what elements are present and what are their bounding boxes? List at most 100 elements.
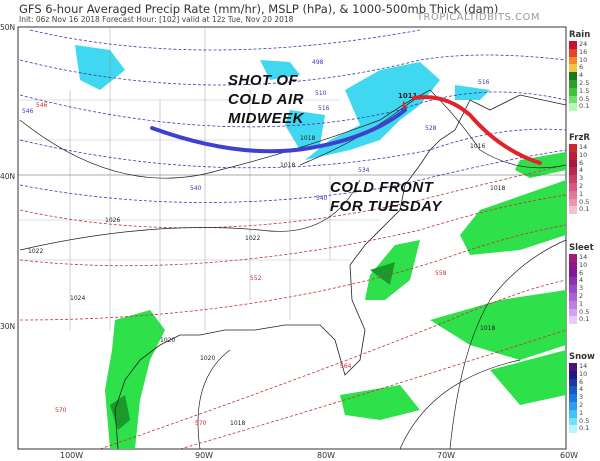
- legend-value: 1: [579, 408, 584, 417]
- color-swatch: [569, 79, 577, 88]
- cold-front-line: [412, 95, 542, 165]
- legend-entry: 3: [569, 284, 600, 293]
- thickness-label: 498: [312, 59, 324, 66]
- lon-label: 80W: [317, 451, 336, 460]
- isobar-label: 1018: [490, 185, 505, 192]
- isobar-label: 1020: [160, 337, 175, 344]
- isobar-label: 1022: [28, 248, 43, 255]
- color-swatch: [569, 308, 577, 317]
- legend-entry: 10: [569, 260, 600, 270]
- legend-value: 4: [579, 166, 584, 175]
- isobar-label: 1018: [280, 162, 295, 169]
- legend-value: 4: [579, 71, 584, 80]
- legend-entry: 2: [569, 400, 600, 410]
- legend-value: 2: [579, 400, 584, 409]
- rain-area: [370, 262, 395, 285]
- legend-value: 6: [579, 377, 584, 386]
- isobar-label: 1016: [470, 143, 485, 150]
- legend-value: 0.1: [579, 315, 590, 324]
- legend-value: 24: [579, 40, 588, 48]
- legend-value: 1: [579, 299, 584, 308]
- thickness-label: 528: [425, 125, 437, 132]
- color-swatch: [569, 409, 577, 418]
- annotation-line: SHOT OF: [228, 72, 299, 89]
- color-swatch: [569, 175, 577, 183]
- thickness-label: 546: [36, 102, 48, 109]
- snow-area: [305, 62, 440, 160]
- rain-area: [110, 395, 130, 430]
- color-swatch: [569, 64, 577, 73]
- legend-value: 3: [579, 393, 584, 402]
- isobar-label: 1026: [105, 217, 120, 224]
- color-swatch: [569, 167, 577, 176]
- legend-value: 0.1: [579, 102, 590, 111]
- rain-area: [490, 350, 566, 405]
- legend-value: 16: [579, 47, 588, 56]
- thickness-contours: [19, 29, 567, 450]
- legend-entry: 6: [569, 269, 600, 278]
- legend-value: 0.1: [579, 205, 590, 214]
- isobar-label: 1018: [230, 420, 245, 427]
- snow-area: [75, 45, 125, 90]
- brand-watermark: TROPICALTIDBITS.COM: [416, 12, 540, 23]
- snow-area: [455, 85, 490, 100]
- legend-title: Sleet: [569, 243, 594, 253]
- legend-entry: 6: [569, 159, 600, 168]
- annotation-line: COLD AIR: [228, 91, 304, 108]
- legend-value: 2: [579, 291, 584, 300]
- legend-title: FrzR: [569, 133, 590, 143]
- thickness-labels: 498 510 516 516 528 534 540 540 546 546 …: [22, 59, 490, 427]
- color-swatch: [569, 378, 577, 387]
- coastlines: [18, 27, 567, 450]
- color-swatch: [569, 254, 577, 262]
- color-swatch: [569, 41, 577, 49]
- legend-value: 10: [579, 55, 588, 64]
- thickness-label: 558: [435, 270, 447, 277]
- legend-title: Snow: [569, 352, 595, 362]
- thickness-label: 546: [22, 108, 34, 115]
- legend-value: 3: [579, 284, 584, 293]
- color-swatch: [569, 417, 577, 426]
- map-subtitle: Init: 06z Nov 16 2018 Forecast Hour: [10…: [19, 15, 294, 24]
- legend-value: 1.5: [579, 86, 590, 95]
- lat-label: 40N: [0, 172, 16, 181]
- legend-entry: 10: [569, 150, 600, 160]
- legend-value: 0.1: [579, 424, 590, 433]
- legend-entry: 6: [569, 377, 600, 387]
- legend-value: 10: [579, 150, 588, 159]
- lat-label: 30N: [0, 322, 16, 331]
- legend-value: 10: [579, 260, 588, 269]
- color-swatch: [569, 394, 577, 402]
- color-swatch: [569, 370, 577, 379]
- isobar-label: 1020: [200, 355, 215, 362]
- isobar-label: 1018: [300, 135, 315, 142]
- color-swatch: [569, 56, 577, 65]
- isobars: [19, 89, 567, 450]
- thickness-label: 510: [315, 90, 327, 97]
- color-swatch: [569, 198, 577, 207]
- legend-entry: 4: [569, 166, 600, 176]
- lon-label: 90W: [195, 451, 214, 460]
- lat-label: 50N: [0, 23, 16, 32]
- lon-label: 70W: [437, 451, 456, 460]
- thickness-label: 570: [55, 407, 67, 414]
- legend-entry: 6: [569, 64, 600, 73]
- cold-air-line: [150, 108, 407, 154]
- annotation-line: COLD FRONT: [330, 179, 434, 196]
- legend-entry: 2: [569, 291, 600, 301]
- legend-entry: 4: [569, 385, 600, 395]
- color-swatch: [569, 95, 577, 104]
- legend-entry: 14: [569, 253, 600, 262]
- rain-area: [430, 290, 566, 360]
- legend-value: 4: [579, 385, 584, 394]
- legend-entry: 14: [569, 362, 600, 371]
- color-swatch: [569, 425, 577, 434]
- legend-snow: Snow 14 10 6 4 3 2 1 0.5 0.1: [569, 352, 600, 434]
- isobar-label: 1024: [70, 295, 85, 302]
- legend-value: 14: [579, 143, 588, 151]
- color-swatch: [569, 151, 577, 160]
- legend-entry: 16: [569, 47, 600, 57]
- color-swatch: [569, 285, 577, 293]
- legend-entry: 14: [569, 143, 600, 152]
